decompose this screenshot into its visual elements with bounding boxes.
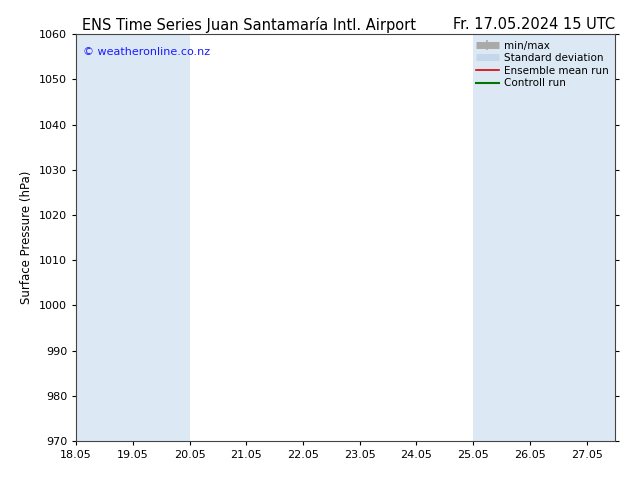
Legend: min/max, Standard deviation, Ensemble mean run, Controll run: min/max, Standard deviation, Ensemble me… bbox=[473, 37, 612, 92]
Bar bbox=[586, 34, 615, 441]
Bar bbox=[530, 34, 586, 441]
Bar bbox=[473, 34, 530, 441]
Text: Fr. 17.05.2024 15 UTC: Fr. 17.05.2024 15 UTC bbox=[453, 17, 615, 32]
Y-axis label: Surface Pressure (hPa): Surface Pressure (hPa) bbox=[20, 171, 34, 304]
Text: ENS Time Series Juan Santamaría Intl. Airport: ENS Time Series Juan Santamaría Intl. Ai… bbox=[82, 17, 417, 33]
Bar bbox=[133, 34, 190, 441]
Bar bbox=[76, 34, 133, 441]
Text: © weatheronline.co.nz: © weatheronline.co.nz bbox=[82, 47, 210, 56]
